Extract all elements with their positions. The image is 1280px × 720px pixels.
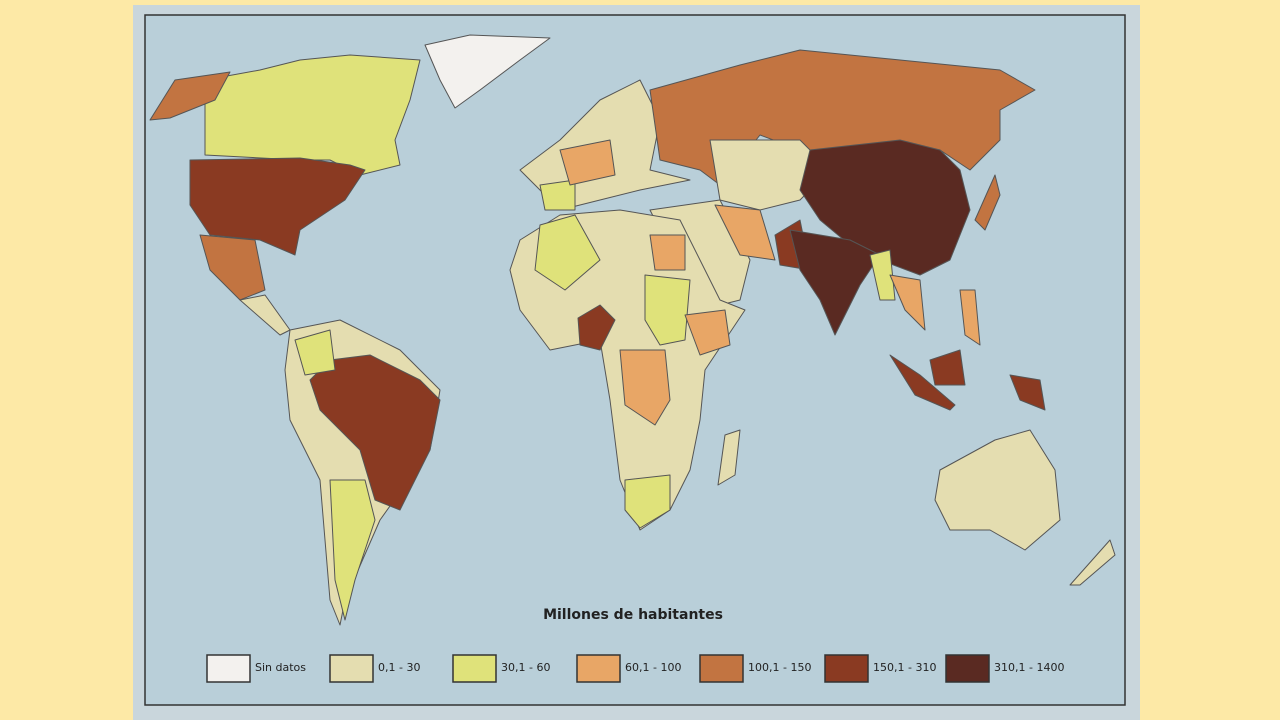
country <box>534 214 601 291</box>
country <box>189 157 366 256</box>
country <box>959 289 981 346</box>
country <box>974 174 1001 231</box>
legend-swatch <box>452 654 497 683</box>
legend-swatch <box>576 654 621 683</box>
legend-label: 60,1 - 100 <box>625 661 681 674</box>
country <box>294 329 336 376</box>
country <box>577 304 616 351</box>
legend-title: Millones de habitantes <box>543 607 723 623</box>
legend-label: 0,1 - 30 <box>378 661 420 674</box>
country <box>889 274 926 331</box>
legend-swatch <box>699 654 744 683</box>
country <box>934 429 1061 551</box>
country <box>619 349 671 426</box>
legend-label: 150,1 - 310 <box>873 661 936 674</box>
country <box>199 234 266 301</box>
country <box>309 354 441 511</box>
country <box>149 71 231 121</box>
legend-swatch <box>206 654 251 683</box>
country <box>714 204 776 261</box>
country <box>624 474 671 529</box>
legend-label: 30,1 - 60 <box>501 661 550 674</box>
country <box>424 34 551 109</box>
land <box>149 34 1116 626</box>
country <box>717 429 741 486</box>
country <box>789 229 881 336</box>
legend-label: Sin datos <box>255 661 306 674</box>
country <box>559 139 616 186</box>
legend-swatch <box>945 654 990 683</box>
country <box>649 234 686 271</box>
country <box>799 139 971 276</box>
legend: Sin datos 0,1 - 30 30,1 - 60 60,1 - 100 100,… <box>206 654 1064 683</box>
country <box>329 479 376 621</box>
legend-label: 310,1 - 1400 <box>994 661 1064 674</box>
country <box>869 249 896 301</box>
country <box>1069 539 1116 586</box>
legend-swatch <box>329 654 374 683</box>
country <box>539 179 576 211</box>
country <box>1009 374 1046 411</box>
country <box>929 349 966 386</box>
country <box>889 354 956 411</box>
legend-label: 100,1 - 150 <box>748 661 811 674</box>
country <box>684 309 731 356</box>
legend-swatch <box>824 654 869 683</box>
country <box>644 274 691 346</box>
